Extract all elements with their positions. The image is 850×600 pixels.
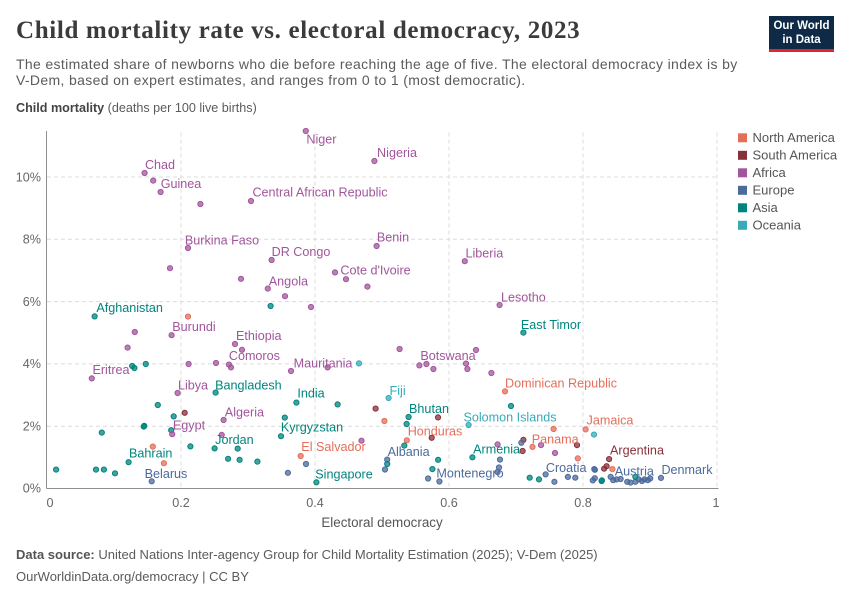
svg-text:6%: 6% <box>23 295 41 309</box>
svg-text:Angola: Angola <box>269 275 308 289</box>
svg-text:Burundi: Burundi <box>172 320 215 334</box>
svg-text:0%: 0% <box>23 482 41 496</box>
svg-text:Honduras: Honduras <box>408 424 463 438</box>
svg-text:India: India <box>297 387 324 401</box>
svg-text:Libya: Libya <box>178 378 208 392</box>
svg-text:Solomon Islands: Solomon Islands <box>463 410 556 424</box>
svg-text:Fiji: Fiji <box>390 384 406 398</box>
svg-text:Croatia: Croatia <box>546 461 587 475</box>
svg-text:Central African Republic: Central African Republic <box>252 185 387 199</box>
svg-text:Egypt: Egypt <box>173 419 206 433</box>
svg-text:Eritrea: Eritrea <box>92 363 129 377</box>
svg-text:DR Congo: DR Congo <box>272 245 331 259</box>
svg-text:South America: South America <box>753 148 838 163</box>
svg-text:Africa: Africa <box>753 165 787 180</box>
svg-text:Bhutan: Bhutan <box>409 402 449 416</box>
svg-text:0.8: 0.8 <box>574 496 592 510</box>
svg-text:Bahrain: Bahrain <box>129 447 172 461</box>
svg-text:0.2: 0.2 <box>172 496 190 510</box>
svg-text:Chad: Chad <box>145 158 175 172</box>
svg-text:Guinea: Guinea <box>161 177 202 191</box>
svg-text:Europe: Europe <box>753 183 795 198</box>
svg-text:Electoral democracy: Electoral democracy <box>321 515 443 530</box>
svg-text:Benin: Benin <box>377 230 409 244</box>
svg-text:Niger: Niger <box>306 133 336 147</box>
svg-text:Asia: Asia <box>753 200 779 215</box>
svg-text:Panama: Panama <box>532 432 579 446</box>
svg-text:Singapore: Singapore <box>315 467 372 481</box>
svg-text:Lesotho: Lesotho <box>501 290 546 304</box>
svg-text:El Salvador: El Salvador <box>301 440 365 454</box>
svg-text:Algeria: Algeria <box>225 405 264 419</box>
svg-text:Kyrgyzstan: Kyrgyzstan <box>281 420 343 434</box>
svg-text:Nigeria: Nigeria <box>377 146 417 160</box>
svg-text:Armenia: Armenia <box>473 443 520 457</box>
svg-text:Austria: Austria <box>615 464 654 478</box>
svg-text:North America: North America <box>753 130 836 145</box>
svg-text:10%: 10% <box>16 170 41 184</box>
svg-text:Ethiopia: Ethiopia <box>236 329 282 343</box>
svg-text:Bangladesh: Bangladesh <box>215 378 282 392</box>
svg-text:Montenegro: Montenegro <box>436 466 503 480</box>
svg-text:8%: 8% <box>23 233 41 247</box>
svg-text:0.6: 0.6 <box>440 496 458 510</box>
svg-text:0: 0 <box>46 496 53 510</box>
svg-text:Belarus: Belarus <box>145 467 188 481</box>
svg-text:Comoros: Comoros <box>229 349 280 363</box>
svg-text:2%: 2% <box>23 420 41 434</box>
svg-text:Cote d'Ivoire: Cote d'Ivoire <box>340 263 410 277</box>
svg-text:Argentina: Argentina <box>610 443 664 457</box>
svg-text:Albania: Albania <box>388 445 430 459</box>
svg-text:Dominican Republic: Dominican Republic <box>505 376 617 390</box>
svg-text:4%: 4% <box>23 357 41 371</box>
svg-text:Oceania: Oceania <box>753 218 802 233</box>
svg-text:Denmark: Denmark <box>661 463 713 477</box>
svg-text:Burkina Faso: Burkina Faso <box>185 233 259 247</box>
svg-text:Afghanistan: Afghanistan <box>96 301 163 315</box>
svg-text:East Timor: East Timor <box>521 318 581 332</box>
svg-text:Jamaica: Jamaica <box>587 413 634 427</box>
svg-text:Botswana: Botswana <box>420 349 475 363</box>
svg-text:Liberia: Liberia <box>465 246 503 260</box>
svg-text:0.4: 0.4 <box>306 496 324 510</box>
svg-text:Mauritania: Mauritania <box>294 356 353 370</box>
svg-text:1: 1 <box>712 496 719 510</box>
svg-text:Jordan: Jordan <box>215 433 254 447</box>
